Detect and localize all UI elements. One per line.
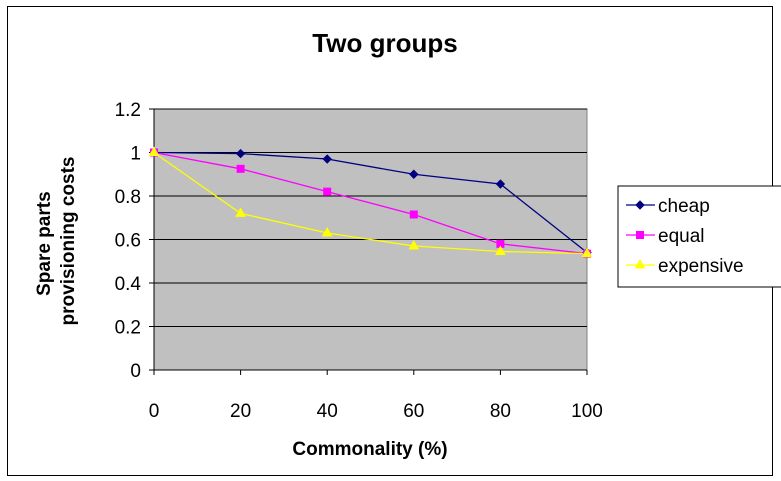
series-line-cheap [153,151,588,254]
legend-box [617,185,781,288]
legend-marker-expensive [634,258,646,269]
data-point-expensive [495,245,506,255]
x-tick-label: 100 [571,401,603,422]
series-markers [148,146,593,258]
legend-marker-equal [636,231,644,239]
x-axis-ticks: 0 20 40 60 80 100 [149,370,603,422]
legend-label-expensive: expensive [658,256,744,277]
data-point-expensive [148,146,160,156]
x-tick-label: 60 [403,401,424,422]
legend: cheap equal expensive [617,185,781,288]
y-tick-label: 0.2 [115,318,141,339]
legend-marker-cheap [635,200,645,210]
data-point-expensive [321,226,333,237]
x-axis-title: Commonality (%) [292,439,447,460]
data-point-expensive [581,247,593,258]
y-tick-label: 0.8 [115,187,141,208]
y-axis-title-line-1: Spare parts [34,191,55,296]
x-tick-label: 20 [230,401,251,422]
y-tick-label: 0 [130,361,141,382]
data-point-cheap [409,169,419,179]
x-tick-label: 0 [149,401,160,422]
data-point-cheap [322,154,332,164]
legend-label-cheap: cheap [658,196,710,217]
data-point-equal [236,164,245,173]
data-point-cheap [235,148,246,159]
data-point-expensive [408,240,420,250]
data-point-expensive [235,207,246,217]
data-point-equal [323,187,332,196]
data-point-equal [409,210,418,219]
series-line-expensive [153,151,588,255]
y-axis-title-line-2: provisioning costs [58,157,79,326]
data-point-cheap [495,179,506,189]
y-tick-label: 1.2 [115,100,141,121]
y-tick-label: 1 [130,144,141,165]
x-tick-label: 40 [317,401,338,422]
y-tick-label: 0.4 [115,274,142,295]
x-tick-label: 80 [490,401,511,422]
y-tick-label: 0.6 [115,231,141,252]
y-axis-ticks: 0 0.2 0.4 0.6 0.8 1 1.2 [115,100,154,382]
series-line-equal [153,151,588,255]
chart-title: Two groups [312,28,457,58]
legend-label-equal: equal [658,226,705,247]
y-axis-title: Spare parts provisioning costs [34,157,79,326]
series-lines [153,151,588,255]
